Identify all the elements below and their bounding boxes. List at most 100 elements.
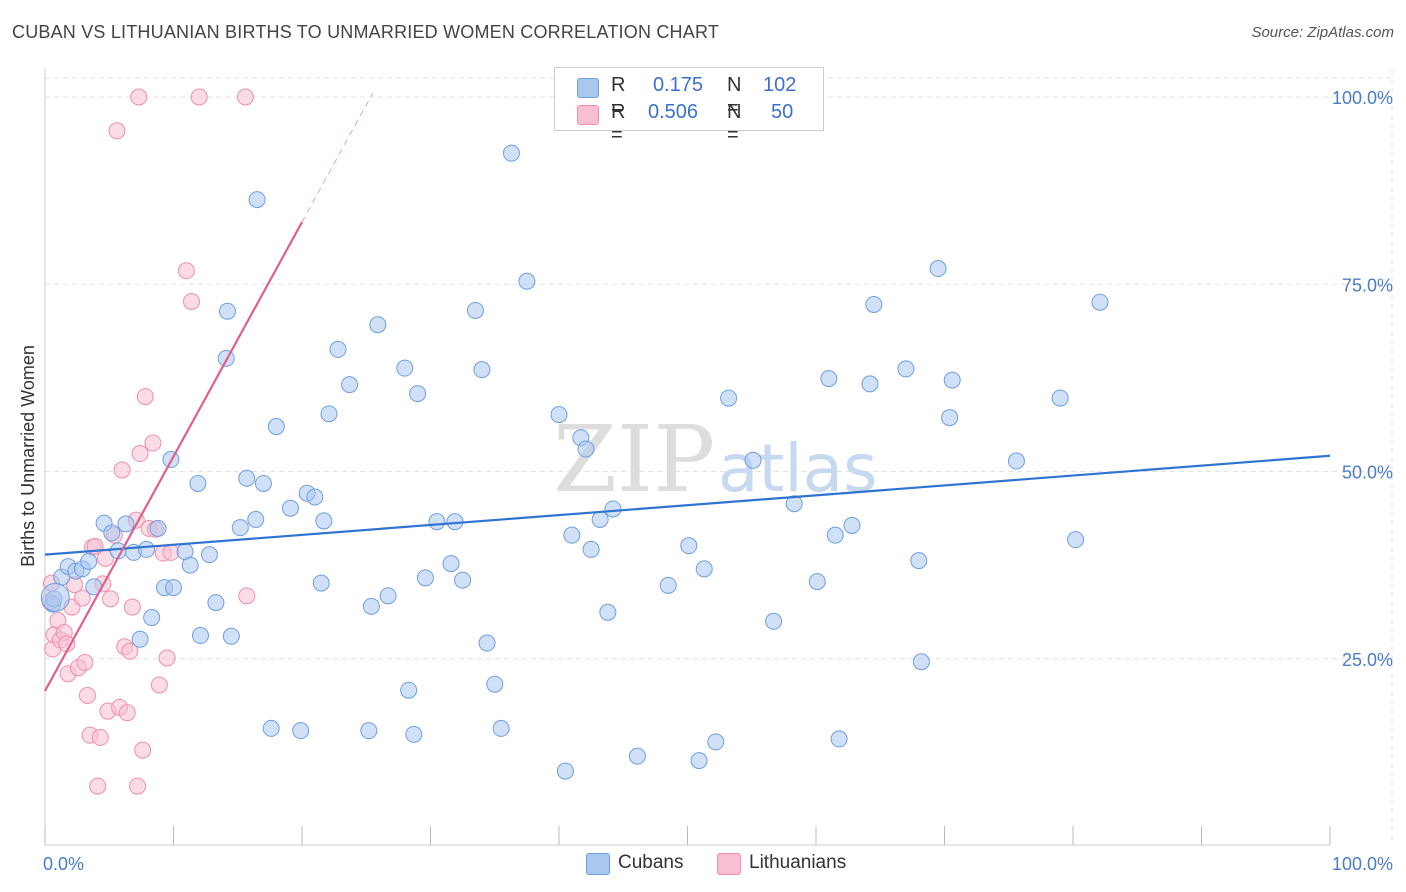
cuban-point xyxy=(591,510,609,528)
legend-n-value: 102 xyxy=(763,74,797,96)
legend-label-lithuanians: Lithuanians xyxy=(749,852,847,873)
lithuanians-trend-line xyxy=(44,221,303,692)
lithuanian-point xyxy=(136,388,154,406)
y-axis-title: Births to Unmarried Women xyxy=(18,345,38,567)
cuban-point xyxy=(941,409,959,427)
cuban-point xyxy=(191,627,209,645)
cuban-point xyxy=(369,316,387,334)
lithuanian-point xyxy=(118,704,136,722)
cuban-point xyxy=(695,560,713,578)
cuban-point xyxy=(247,510,265,528)
cuban-point xyxy=(473,361,491,379)
legend-n-value: 50 xyxy=(771,101,794,123)
cuban-point xyxy=(1067,531,1085,549)
cuban-point xyxy=(281,499,299,517)
watermark: ZIP atlas xyxy=(553,406,878,513)
cuban-point xyxy=(830,730,848,748)
lithuanian-point xyxy=(102,590,120,608)
grid-layer xyxy=(45,70,1393,845)
legend-label-cubans: Cubans xyxy=(618,852,684,873)
legend-n-label: N = xyxy=(727,74,742,119)
legend-r-value: 0.506 xyxy=(648,101,699,123)
legend-r-label: R = xyxy=(611,101,626,146)
cuban-point xyxy=(466,301,484,319)
cuban-point xyxy=(1091,293,1109,311)
chart-source: Source: ZipAtlas.com xyxy=(1251,24,1394,41)
cuban-point xyxy=(582,540,600,558)
ytick-label: 100.0% xyxy=(1332,88,1393,108)
cuban-point xyxy=(149,519,167,537)
lithuanian-point xyxy=(144,434,162,452)
lithuanian-point xyxy=(129,777,147,795)
lithuanian-point xyxy=(162,543,180,561)
cuban-point xyxy=(131,630,149,648)
lithuanian-point xyxy=(130,88,148,106)
cuban-point xyxy=(138,540,156,558)
lithuanian-point xyxy=(78,686,96,704)
lithuanian-point xyxy=(182,292,200,310)
lithuanian-point xyxy=(190,88,208,106)
cuban-point xyxy=(861,375,879,393)
cuban-point xyxy=(396,359,414,377)
cuban-point xyxy=(80,552,98,570)
lithuanian-point xyxy=(134,741,152,759)
cuban-point xyxy=(341,376,359,394)
cuban-point xyxy=(329,340,347,358)
lithuanian-point xyxy=(108,122,126,140)
cuban-point xyxy=(707,733,725,751)
ytick-label: 50.0% xyxy=(1342,463,1393,483)
axis-layer xyxy=(44,68,1331,846)
cuban-point xyxy=(181,556,199,574)
cuban-point xyxy=(604,500,622,518)
cuban-point xyxy=(599,603,617,621)
xtick-label: 0.0% xyxy=(43,854,84,874)
cuban-point xyxy=(267,418,285,436)
ytick-label: 75.0% xyxy=(1342,275,1393,295)
cuban-point xyxy=(320,405,338,423)
lithuanian-point xyxy=(91,728,109,746)
lithuanian-point xyxy=(238,587,256,605)
cuban-point xyxy=(563,526,581,544)
cuban-point xyxy=(143,609,161,627)
correlation-legend: R = 0.175 N = 102 R = 0.506 N = 50 xyxy=(554,67,824,146)
legend-r-label: R = xyxy=(611,74,626,119)
cuban-point xyxy=(943,371,961,389)
cuban-point xyxy=(556,762,574,780)
cuban-point xyxy=(680,537,698,555)
cuban-point xyxy=(518,272,536,290)
cuban-point xyxy=(200,546,218,564)
lithuanian-point xyxy=(158,649,176,667)
cuban-point xyxy=(428,513,446,531)
cuban-point xyxy=(117,515,135,533)
cuban-point xyxy=(362,597,380,615)
cuban-point xyxy=(400,681,418,699)
cuban-point xyxy=(820,370,838,388)
cuban-point xyxy=(312,574,330,592)
cuban-point xyxy=(492,719,510,737)
lithuanian-point xyxy=(236,88,254,106)
lithuanian-point xyxy=(89,777,107,795)
legend-n-label: N = xyxy=(727,101,742,146)
cuban-point xyxy=(720,389,738,407)
lithuanian-point xyxy=(131,445,149,463)
cuban-point xyxy=(238,469,256,487)
cuban-point xyxy=(207,594,225,612)
lithuanian-point xyxy=(177,262,195,280)
cuban-point xyxy=(409,385,427,403)
cuban-point xyxy=(785,495,803,513)
cuban-point xyxy=(865,295,883,313)
cuban-point xyxy=(454,571,472,589)
legend-r-value: 0.175 xyxy=(653,74,704,96)
cuban-point xyxy=(808,573,826,591)
lithuanians-trend-extension xyxy=(301,93,374,223)
cuban-point xyxy=(262,719,280,737)
lithuanians-legend-icon xyxy=(717,853,741,875)
cuban-point xyxy=(1051,389,1069,407)
cuban-point xyxy=(843,516,861,534)
cuban-point xyxy=(360,722,378,740)
cuban-point xyxy=(690,752,708,770)
cuban-point xyxy=(744,451,762,469)
cuban-point xyxy=(416,569,434,587)
cuban-point xyxy=(659,576,677,594)
